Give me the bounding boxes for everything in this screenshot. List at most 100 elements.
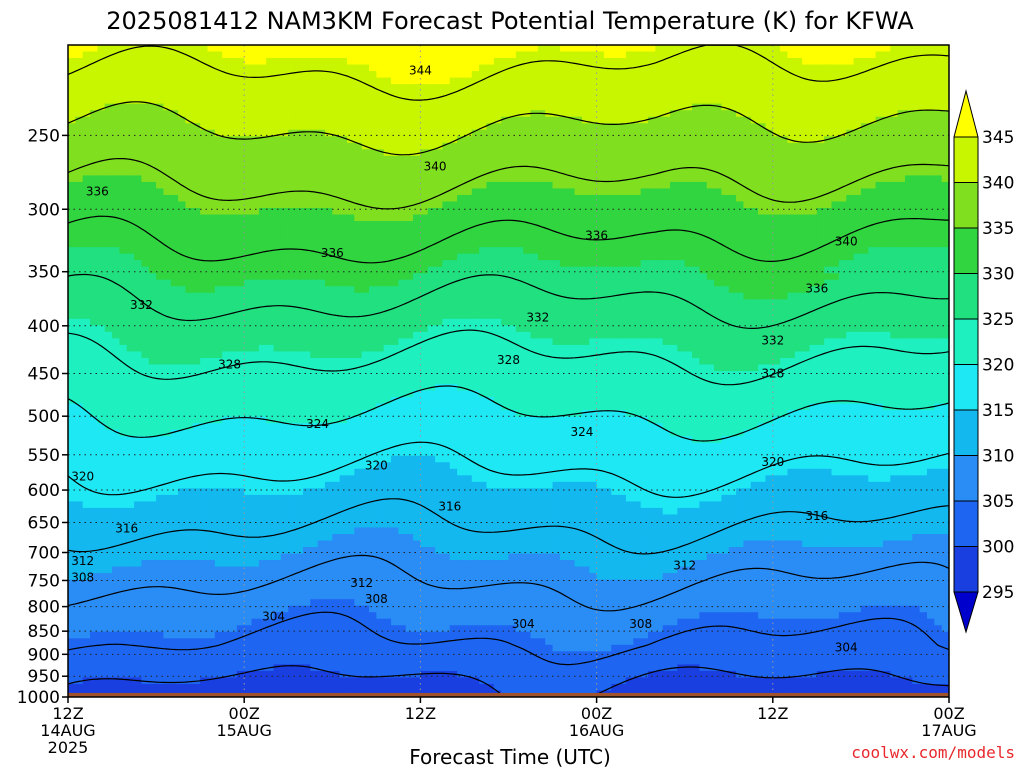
- field-cell: [251, 194, 260, 203]
- field-cell: [68, 260, 76, 268]
- field-cell: [699, 221, 708, 229]
- field-cell: [714, 58, 723, 66]
- field-cell: [449, 175, 458, 183]
- field-cell: [104, 129, 113, 137]
- field-cell: [831, 201, 840, 209]
- field-cell: [280, 299, 289, 307]
- field-cell: [692, 123, 700, 131]
- field-cell: [192, 168, 201, 176]
- field-cell: [376, 214, 385, 222]
- field-cell: [185, 103, 194, 111]
- field-cell: [346, 208, 355, 216]
- field-cell: [831, 136, 840, 144]
- field-cell: [736, 71, 745, 79]
- field-cell: [178, 312, 187, 320]
- field-cell: [302, 299, 311, 307]
- field-cell: [611, 175, 620, 183]
- field-cell: [442, 227, 451, 235]
- field-cell: [435, 149, 444, 157]
- field-cell: [435, 227, 444, 235]
- field-cell: [295, 260, 304, 268]
- field-cell: [581, 168, 590, 176]
- field-cell: [846, 240, 855, 248]
- field-cell: [750, 266, 759, 274]
- field-cell: [449, 168, 458, 176]
- field-cell: [464, 175, 473, 183]
- field-cell: [853, 90, 862, 98]
- field-cell: [258, 116, 267, 124]
- field-cell: [890, 253, 899, 261]
- field-cell: [677, 260, 686, 268]
- field-cell: [449, 97, 458, 105]
- field-cell: [339, 45, 348, 53]
- field-cell: [655, 188, 664, 196]
- field-cell: [361, 247, 370, 255]
- field-cell: [758, 273, 767, 281]
- field-cell: [699, 260, 708, 268]
- field-cell: [112, 181, 120, 190]
- field-cell: [728, 90, 737, 98]
- field-cell: [90, 64, 98, 72]
- field-cell: [736, 129, 745, 137]
- field-cell: [581, 162, 590, 170]
- field-cell: [97, 240, 106, 248]
- field-cell: [882, 64, 891, 72]
- field-cell: [545, 214, 554, 222]
- field-cell: [302, 97, 311, 105]
- field-cell: [860, 123, 869, 131]
- field-cell: [831, 58, 840, 66]
- field-cell: [207, 45, 216, 53]
- field-cell: [721, 64, 730, 72]
- field-cell: [229, 181, 238, 190]
- field-cell: [875, 51, 884, 59]
- field-cell: [229, 312, 238, 320]
- field-cell: [501, 162, 510, 170]
- field-cell: [486, 273, 495, 281]
- field-cell: [838, 90, 847, 98]
- field-cell: [170, 45, 179, 53]
- field-cell: [758, 260, 767, 268]
- field-cell: [523, 97, 532, 105]
- field-cell: [537, 234, 546, 242]
- field-cell: [699, 201, 708, 209]
- field-cell: [655, 253, 664, 261]
- field-cell: [794, 90, 803, 98]
- field-cell: [809, 116, 818, 124]
- field-cell: [816, 51, 825, 59]
- field-cell: [457, 221, 466, 229]
- field-cell: [68, 97, 76, 105]
- field-cell: [765, 292, 774, 300]
- field-cell: [780, 194, 789, 203]
- field-cell: [185, 292, 194, 300]
- field-cell: [714, 103, 723, 111]
- field-cell: [104, 116, 113, 124]
- field-cell: [662, 273, 671, 281]
- field-cell: [258, 90, 267, 98]
- field-cell: [222, 266, 231, 274]
- field-cell: [728, 201, 737, 209]
- field-cell: [794, 129, 803, 137]
- field-cell: [442, 279, 451, 287]
- field-cell: [794, 97, 803, 105]
- field-cell: [677, 305, 686, 313]
- field-cell: [464, 273, 473, 281]
- field-cell: [332, 51, 341, 59]
- field-cell: [515, 240, 524, 248]
- field-cell: [134, 129, 143, 137]
- field-cell: [200, 273, 209, 281]
- field-cell: [134, 234, 143, 242]
- field-cell: [581, 221, 590, 229]
- field-cell: [192, 181, 201, 190]
- field-cell: [214, 260, 223, 268]
- field-cell: [802, 136, 811, 144]
- field-cell: [398, 162, 407, 170]
- field-cell: [354, 305, 363, 313]
- field-cell: [148, 266, 157, 274]
- field-cell: [134, 136, 143, 144]
- field-cell: [515, 149, 524, 157]
- field-cell: [523, 208, 532, 216]
- field-cell: [794, 299, 803, 307]
- field-cell: [442, 181, 451, 190]
- field-cell: [611, 266, 620, 274]
- field-cell: [192, 201, 201, 209]
